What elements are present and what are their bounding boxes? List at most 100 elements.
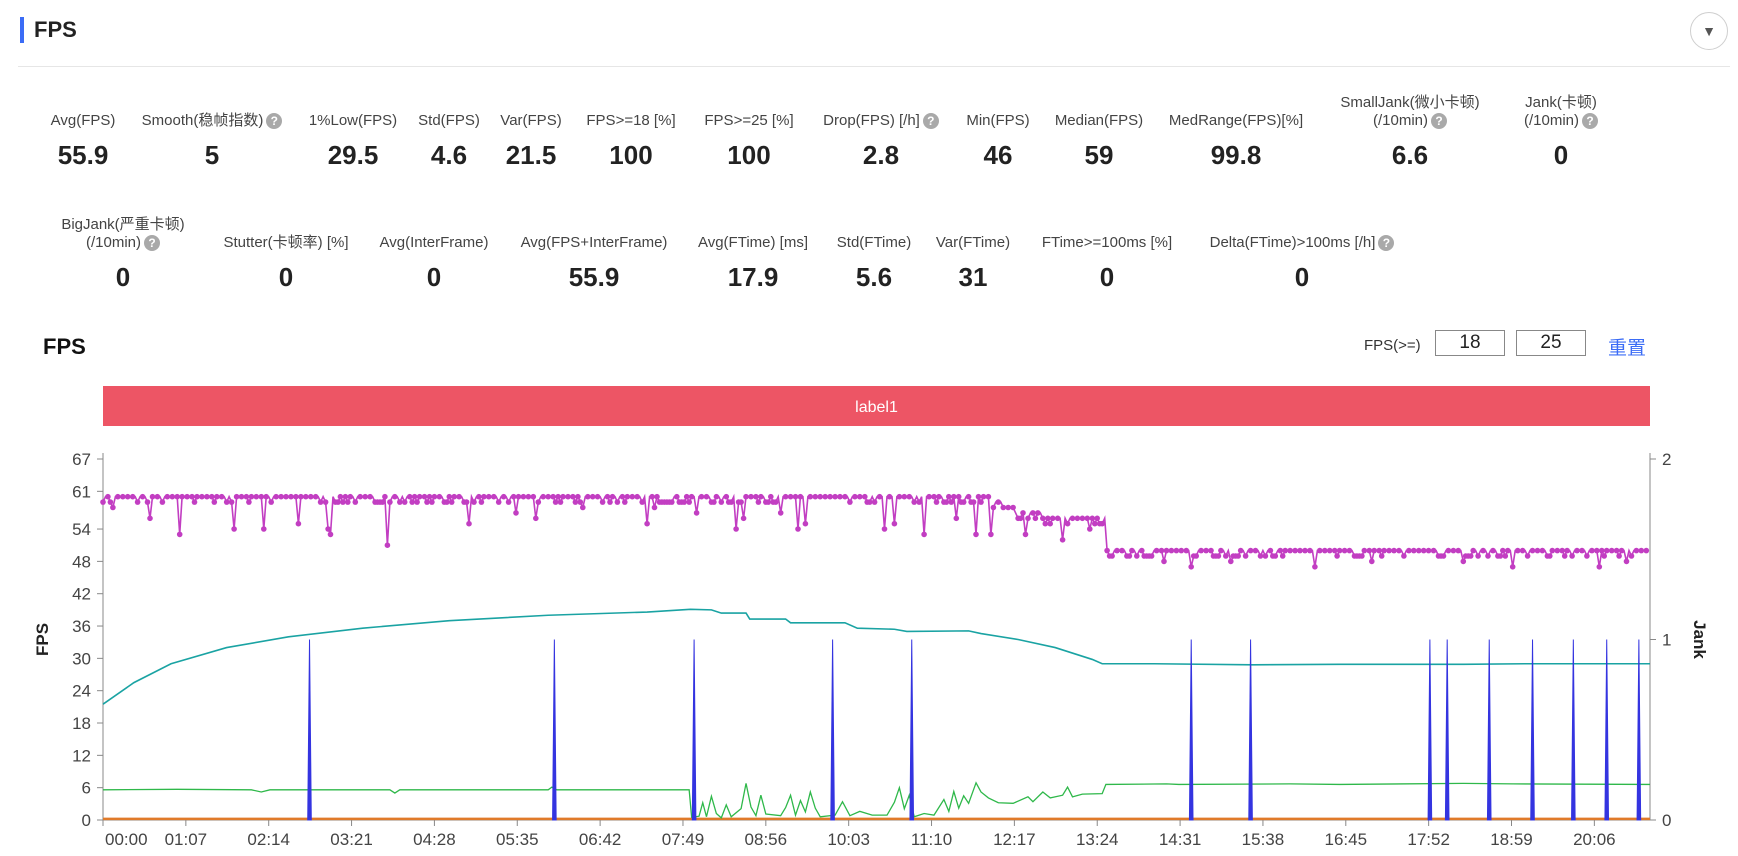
threshold-input-1[interactable] <box>1435 330 1505 356</box>
fps-markers <box>100 493 1650 570</box>
fps-point <box>1391 547 1397 554</box>
threshold-input-2[interactable] <box>1516 330 1586 356</box>
fps-point <box>916 499 922 505</box>
metric-label: MedRange(FPS)[%] <box>1168 112 1304 129</box>
fps-point <box>753 493 759 500</box>
fps-point <box>176 531 183 538</box>
series-fps-line <box>102 493 1649 567</box>
fps-point <box>429 499 435 505</box>
fps-point <box>795 526 801 532</box>
fps-point <box>1178 547 1185 554</box>
fps-point <box>862 493 868 500</box>
chevron-down-icon: ▼ <box>1702 23 1716 39</box>
fps-point <box>1040 515 1046 522</box>
y-tick-label: 54 <box>72 520 91 539</box>
fps-point <box>471 499 477 505</box>
fps-point <box>263 493 270 500</box>
fps-point <box>743 493 749 500</box>
fps-point <box>599 499 606 505</box>
fps-point <box>387 499 393 505</box>
metric-metrics_row2-7: FTime>=100ms [%] 0 <box>997 234 1217 293</box>
fps-point <box>1326 547 1333 554</box>
fps-point <box>1529 547 1536 554</box>
fps-point <box>1017 515 1024 522</box>
jank-spike <box>1636 639 1642 821</box>
fps-point <box>886 493 893 500</box>
fps-point <box>1547 553 1553 559</box>
help-icon[interactable]: ? <box>922 113 939 130</box>
fps-point <box>174 493 180 500</box>
metric-label: Var(FPS) <box>500 112 562 129</box>
fps-point <box>327 531 334 538</box>
fps-point <box>1331 547 1338 554</box>
fps-point <box>1534 547 1541 554</box>
help-icon[interactable]: ? <box>266 113 283 130</box>
fps-point <box>1247 547 1254 554</box>
fps-point <box>857 493 863 500</box>
y-tick-label: 12 <box>72 746 91 765</box>
fps-point <box>698 493 705 500</box>
fps-point <box>1460 558 1467 565</box>
metric-value: 100 <box>609 140 653 170</box>
metric-label: FPS>=18 [%] <box>586 112 676 129</box>
fps-point <box>533 515 539 522</box>
fps-point <box>1049 515 1056 522</box>
metric-metrics_row2-1: Stutter(卡顿率) [%] 0 <box>176 234 396 293</box>
jank-spike <box>552 639 557 821</box>
metric-value: 17.9 <box>727 262 779 292</box>
fps-point <box>268 499 275 505</box>
fps-point <box>463 499 470 505</box>
metric-value: 0 <box>278 262 294 292</box>
fps-point <box>134 499 141 505</box>
metric-metrics_row1-1: Smooth(稳帧指数)? 5 <box>102 112 322 171</box>
threshold-label: FPS(>=) <box>1364 337 1421 354</box>
y-tick-label: 18 <box>72 714 91 733</box>
fps-point <box>943 499 950 505</box>
jank-spike <box>1444 639 1450 821</box>
fps-point <box>995 499 1002 505</box>
fps-point <box>147 515 153 522</box>
reset-link[interactable]: 重置 <box>1608 338 1647 359</box>
fps-point <box>105 493 111 500</box>
fps-point <box>1497 553 1504 559</box>
fps-point <box>466 520 472 527</box>
fps-point <box>1638 547 1645 554</box>
fps-point <box>1599 547 1605 554</box>
fps-point <box>1317 547 1323 554</box>
fps-point <box>1134 553 1140 559</box>
fps-point <box>1386 547 1392 554</box>
collapse-button[interactable]: ▼ <box>1690 12 1728 50</box>
help-icon[interactable]: ? <box>1582 113 1598 130</box>
metric-metrics_row2-3: Avg(FPS+InterFrame) 55.9 <box>484 234 704 293</box>
help-icon[interactable]: ? <box>1378 235 1395 252</box>
fps-point <box>189 493 195 500</box>
fps-point <box>1307 547 1313 554</box>
fps-point <box>1359 553 1365 559</box>
fps-point <box>629 493 636 500</box>
fps-point <box>342 493 349 500</box>
x-tick-label: 15:38 <box>1242 830 1285 849</box>
metric-label-unit: (/10min)? <box>1451 112 1671 130</box>
metric-metrics_row1-2: 1%Low(FPS) 29.5 <box>243 112 463 171</box>
fps-point <box>604 493 611 500</box>
fps-point <box>985 493 992 500</box>
fps-point <box>505 499 512 505</box>
fps-point <box>233 493 240 500</box>
metric-metrics_row1-3: Std(FPS) 4.6 <box>339 112 559 171</box>
fps-point <box>199 493 205 500</box>
x-tick-label: 08:56 <box>745 830 788 849</box>
fps-point <box>1603 547 1610 554</box>
fps-point <box>194 493 200 500</box>
metric-label: Avg(FTime) [ms] <box>697 234 808 251</box>
fps-point <box>169 493 176 500</box>
fps-point <box>802 520 809 527</box>
help-icon[interactable]: ? <box>144 235 160 252</box>
fps-point <box>298 493 304 500</box>
fps-point <box>1633 547 1640 554</box>
metric-metrics_row1-5: FPS>=18 [%] 100 <box>521 112 741 171</box>
help-icon[interactable]: ? <box>1431 113 1447 130</box>
fps-point <box>325 526 331 532</box>
metric-metrics_row1-0: Avg(FPS) 55.9 <box>0 112 193 171</box>
fps-point <box>681 499 687 505</box>
jank-spike <box>691 639 697 821</box>
